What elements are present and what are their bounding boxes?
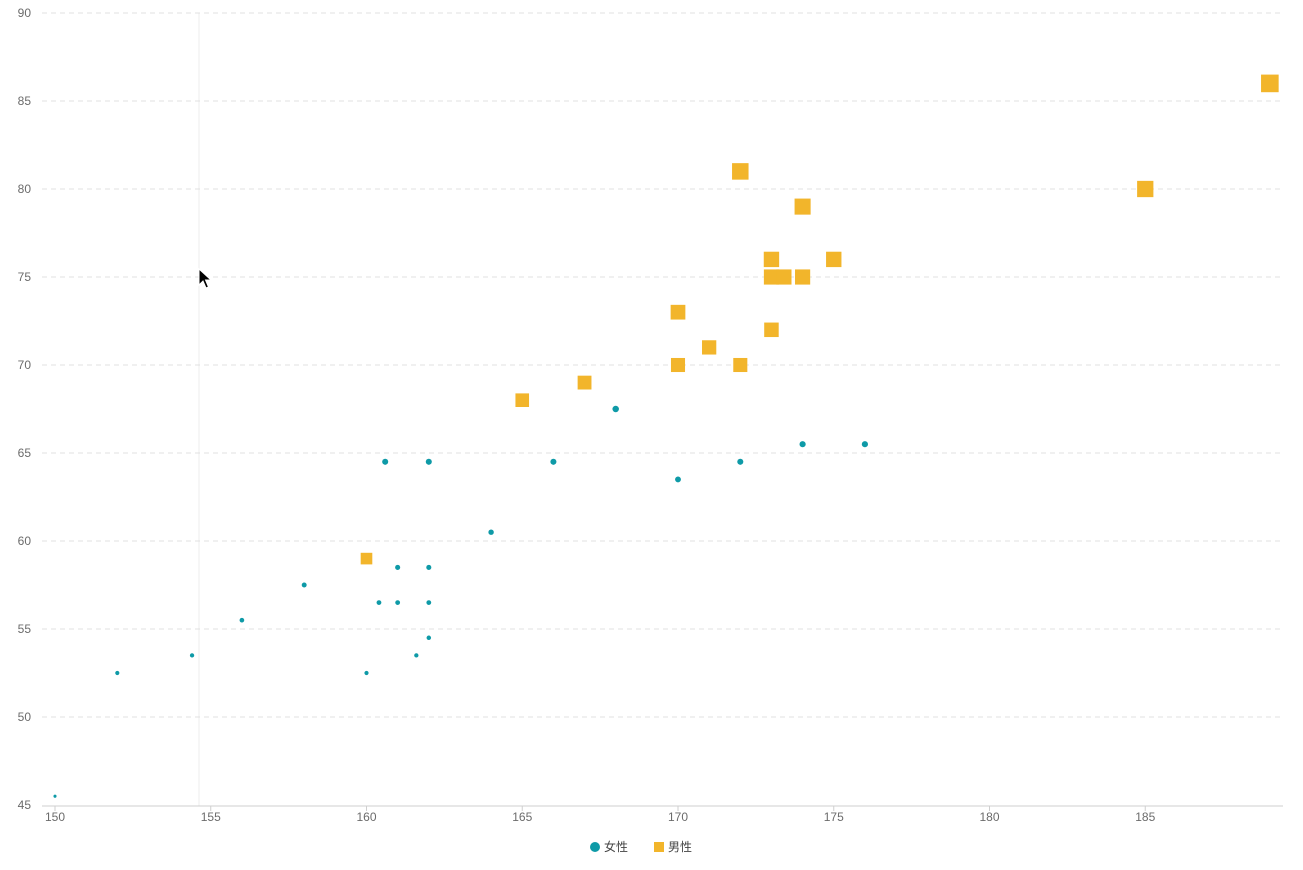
male-data-point[interactable] — [794, 198, 811, 215]
grid-lines — [42, 12, 1283, 806]
y-tick-label: 45 — [18, 798, 32, 812]
female-data-point[interactable] — [426, 635, 432, 641]
male-data-point[interactable] — [702, 340, 717, 355]
male-data-point[interactable] — [826, 251, 842, 268]
legend-item-female[interactable]: 女性 — [590, 839, 628, 854]
x-tick-label: 165 — [512, 810, 532, 824]
y-tick-label: 65 — [18, 446, 32, 460]
axes: 45 50 55 60 65 70 75 80 85 90 150 155 160 165 170 175 18… — [18, 6, 1283, 824]
legend-item-male[interactable]: 男性 — [654, 840, 692, 854]
legend-label: 男性 — [668, 840, 692, 854]
x-tick-label: 155 — [201, 810, 221, 824]
female-data-point[interactable] — [861, 441, 868, 448]
male-data-point[interactable] — [670, 304, 686, 320]
male-data-point[interactable] — [795, 269, 811, 285]
female-data-point[interactable] — [425, 458, 432, 465]
female-data-point[interactable] — [612, 405, 619, 413]
x-tick-label: 170 — [668, 810, 688, 824]
male-data-point[interactable] — [763, 269, 780, 285]
y-tick-label: 75 — [18, 270, 32, 284]
female-data-point[interactable] — [426, 564, 432, 570]
male-data-point[interactable] — [776, 269, 792, 285]
female-data-point[interactable] — [301, 582, 307, 588]
y-tick-label: 80 — [18, 182, 32, 196]
male-data-point[interactable] — [1137, 180, 1154, 198]
female-data-point[interactable] — [382, 458, 389, 465]
legend-square-icon — [654, 842, 664, 852]
female-data-point[interactable] — [395, 600, 401, 605]
x-tick-label: 150 — [45, 810, 65, 824]
legend-label: 女性 — [604, 839, 628, 854]
y-tick-label: 55 — [18, 622, 32, 636]
y-tick-label: 60 — [18, 534, 32, 548]
female-data-point[interactable] — [426, 600, 432, 605]
female-data-point[interactable] — [115, 670, 120, 676]
female-data-point[interactable] — [364, 670, 369, 676]
male-data-point[interactable] — [733, 357, 748, 373]
male-data-point[interactable] — [764, 322, 779, 338]
female-data-point[interactable] — [53, 794, 57, 798]
x-tick-label: 175 — [824, 810, 844, 824]
y-tick-label: 90 — [18, 6, 32, 20]
female-data-point[interactable] — [189, 653, 195, 658]
male-data-point[interactable] — [577, 375, 592, 390]
male-data-point[interactable] — [515, 393, 530, 407]
female-data-point[interactable] — [239, 617, 245, 623]
female-data-point[interactable] — [395, 564, 401, 570]
female-data-point[interactable] — [737, 458, 744, 465]
female-data-point[interactable] — [550, 458, 557, 465]
legend-circle-icon — [590, 842, 600, 852]
x-tick-label: 180 — [979, 810, 999, 824]
female-data-point[interactable] — [488, 529, 494, 535]
male-data-point[interactable] — [763, 251, 780, 268]
male-data-point[interactable] — [732, 163, 749, 180]
female-data-point[interactable] — [799, 441, 806, 448]
y-tick-label: 50 — [18, 710, 32, 724]
female-data-point[interactable] — [376, 600, 382, 605]
female-data-point[interactable] — [414, 653, 419, 658]
mouse-cursor-icon — [198, 267, 213, 289]
data-points — [53, 74, 1279, 798]
x-tick-label: 185 — [1135, 810, 1155, 824]
female-data-point[interactable] — [675, 476, 681, 483]
male-data-point[interactable] — [360, 552, 373, 565]
x-tick-label: 160 — [356, 810, 376, 824]
male-data-point[interactable] — [670, 357, 686, 373]
y-tick-label: 85 — [18, 94, 32, 108]
legend[interactable]: 女性 男性 — [590, 839, 692, 854]
male-data-point[interactable] — [1261, 74, 1279, 93]
y-tick-label: 70 — [18, 358, 32, 372]
